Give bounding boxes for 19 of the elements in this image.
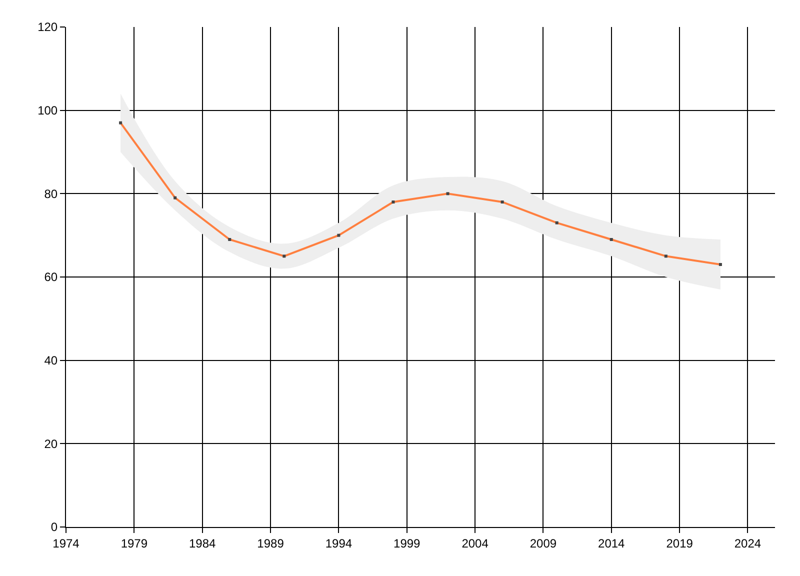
x-tick-label: 2019 bbox=[666, 536, 694, 550]
y-tick-label: 60 bbox=[44, 270, 58, 284]
y-tick-label: 0 bbox=[50, 520, 58, 534]
x-tick-label: 2009 bbox=[530, 536, 557, 550]
x-tick-label: 1984 bbox=[189, 536, 216, 550]
y-tick-label: 100 bbox=[38, 104, 58, 118]
x-tick-label: 1999 bbox=[394, 536, 421, 550]
x-tick-label: 1979 bbox=[120, 536, 148, 550]
x-tick-label: 1974 bbox=[52, 536, 80, 550]
x-tick-label: 2004 bbox=[462, 536, 489, 550]
x-tick-label: 2014 bbox=[598, 536, 626, 550]
x-tick-label: 2024 bbox=[734, 536, 762, 550]
y-tick-label: 80 bbox=[44, 186, 58, 201]
y-tick-label: 40 bbox=[44, 354, 58, 368]
x-tick-label: 1994 bbox=[325, 536, 352, 550]
x-tick-label: 1989 bbox=[257, 536, 284, 550]
y-tick-label: 120 bbox=[38, 20, 58, 34]
y-tick-label: 20 bbox=[44, 436, 58, 451]
line-series bbox=[119, 121, 722, 266]
